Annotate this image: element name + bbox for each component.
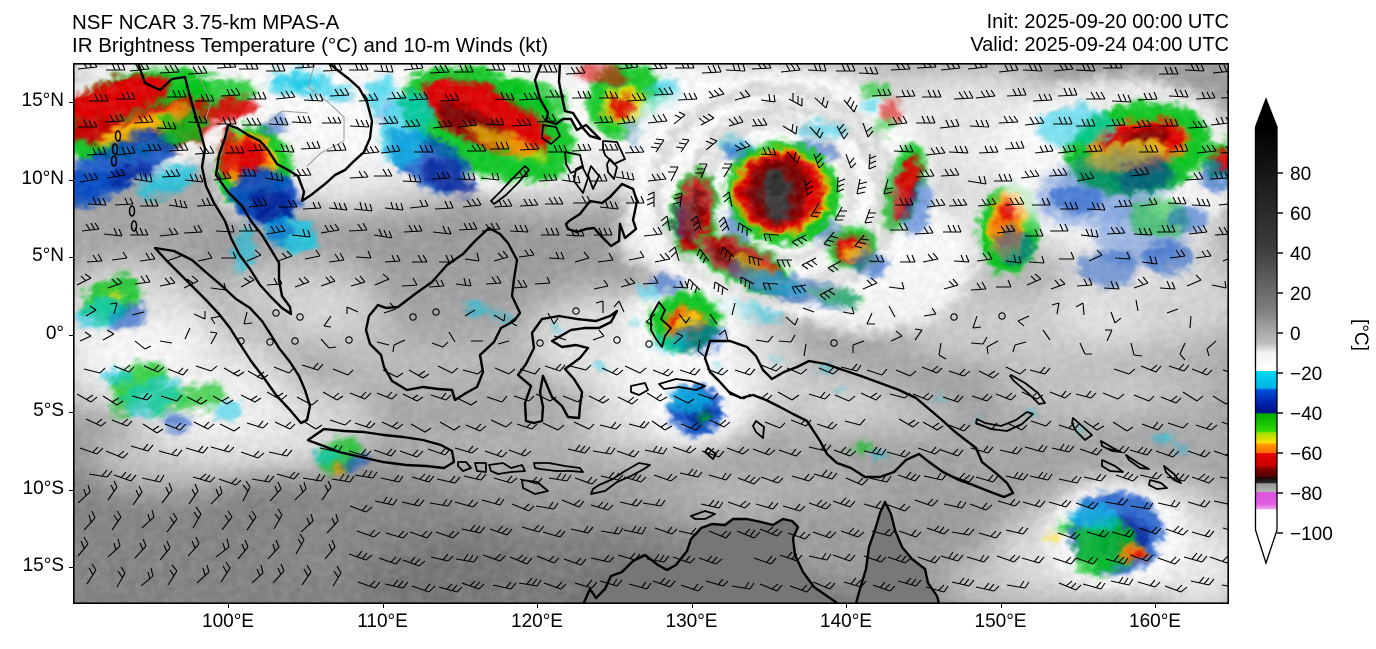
svg-text:−60: −60 [1290,444,1322,465]
svg-text:[°C]: [°C] [1350,319,1371,351]
svg-text:80: 80 [1290,164,1311,185]
svg-text:−100: −100 [1290,524,1333,545]
svg-text:−40: −40 [1290,404,1322,425]
svg-text:40: 40 [1290,244,1311,265]
svg-text:−80: −80 [1290,484,1322,505]
svg-text:60: 60 [1290,204,1311,225]
svg-text:0: 0 [1290,324,1301,345]
svg-text:−20: −20 [1290,364,1322,385]
svg-text:20: 20 [1290,284,1311,305]
